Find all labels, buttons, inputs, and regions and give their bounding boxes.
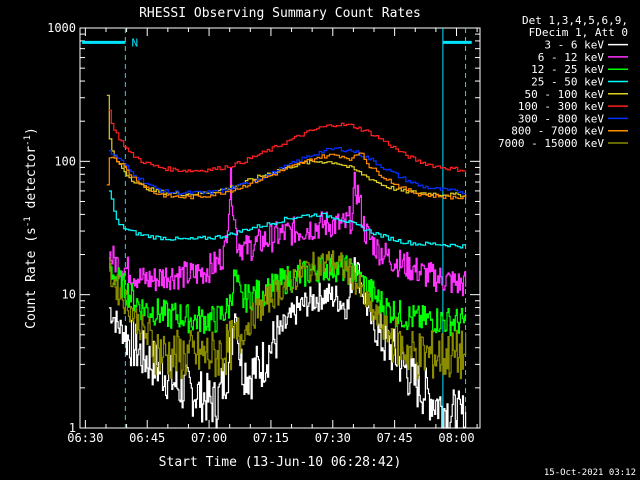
series-line xyxy=(108,146,466,196)
x-tick-label: 08:00 xyxy=(438,431,474,445)
y-axis-label-sup2: -1 xyxy=(23,135,33,146)
y-axis-label-end: ) xyxy=(24,127,39,135)
legend: Det 1,3,4,5,6,9,FDecim 1, Att 03 - 6 keV… xyxy=(498,14,628,150)
y-axis-label-main: Count Rate (s xyxy=(24,227,39,329)
series-line xyxy=(108,254,467,337)
y-axis-label: Count Rate (s-1 detector-1) xyxy=(23,127,39,329)
series-line xyxy=(106,94,467,198)
series-line xyxy=(106,152,467,200)
y-axis-label-sup1: -1 xyxy=(23,216,33,227)
plot-border xyxy=(79,27,481,429)
footer-timestamp: 15-Oct-2021 03:12 xyxy=(544,468,636,478)
plot-frame xyxy=(79,27,481,429)
legend-entry-label: 800 - 7000 keV xyxy=(511,125,604,138)
x-tick-label: 07:45 xyxy=(377,431,413,445)
legend-header: Det 1,3,4,5,6,9, xyxy=(522,14,628,27)
y-tick-label: 1000 xyxy=(47,21,76,35)
x-tick-label: 07:30 xyxy=(315,431,351,445)
x-axis-label: Start Time (13-Jun-10 06:28:42) xyxy=(159,455,402,470)
x-tick-label: 06:45 xyxy=(129,431,165,445)
y-tick-label: 10 xyxy=(62,288,76,302)
legend-entry-label: 7000 - 15000 keV xyxy=(498,137,604,150)
legend-entry-label: 50 - 100 keV xyxy=(525,88,605,101)
y-tick-label: 1 xyxy=(69,421,76,435)
x-tick-label: 06:30 xyxy=(67,431,103,445)
x-tick-label: 07:00 xyxy=(191,431,227,445)
legend-entry-label: 12 - 25 keV xyxy=(531,63,604,76)
night-annotation: N xyxy=(132,36,139,49)
series-line xyxy=(108,250,467,380)
x-tick-label: 07:15 xyxy=(253,431,289,445)
series-group xyxy=(106,94,467,429)
axis-ticks: 06:30 06:45 07:00 07:15 07:30 07:45 08:00 1 10 10… xyxy=(47,21,480,445)
chart-title: RHESSI Observing Summary Count Rates xyxy=(139,6,421,21)
legend-header: FDecim 1, Att 0 xyxy=(529,26,628,39)
legend-entry-label: 6 - 12 keV xyxy=(538,51,605,64)
legend-entry-label: 100 - 300 keV xyxy=(518,100,604,113)
y-tick-label: 100 xyxy=(54,154,76,168)
series-line xyxy=(108,109,466,173)
series-line xyxy=(108,167,467,297)
legend-entry-label: 300 - 800 keV xyxy=(518,112,604,125)
y-axis-label-mid: detector xyxy=(24,146,39,217)
legend-entry-label: 25 - 50 keV xyxy=(531,76,604,89)
series-line xyxy=(108,190,466,249)
legend-entry-label: 3 - 6 keV xyxy=(544,39,604,52)
